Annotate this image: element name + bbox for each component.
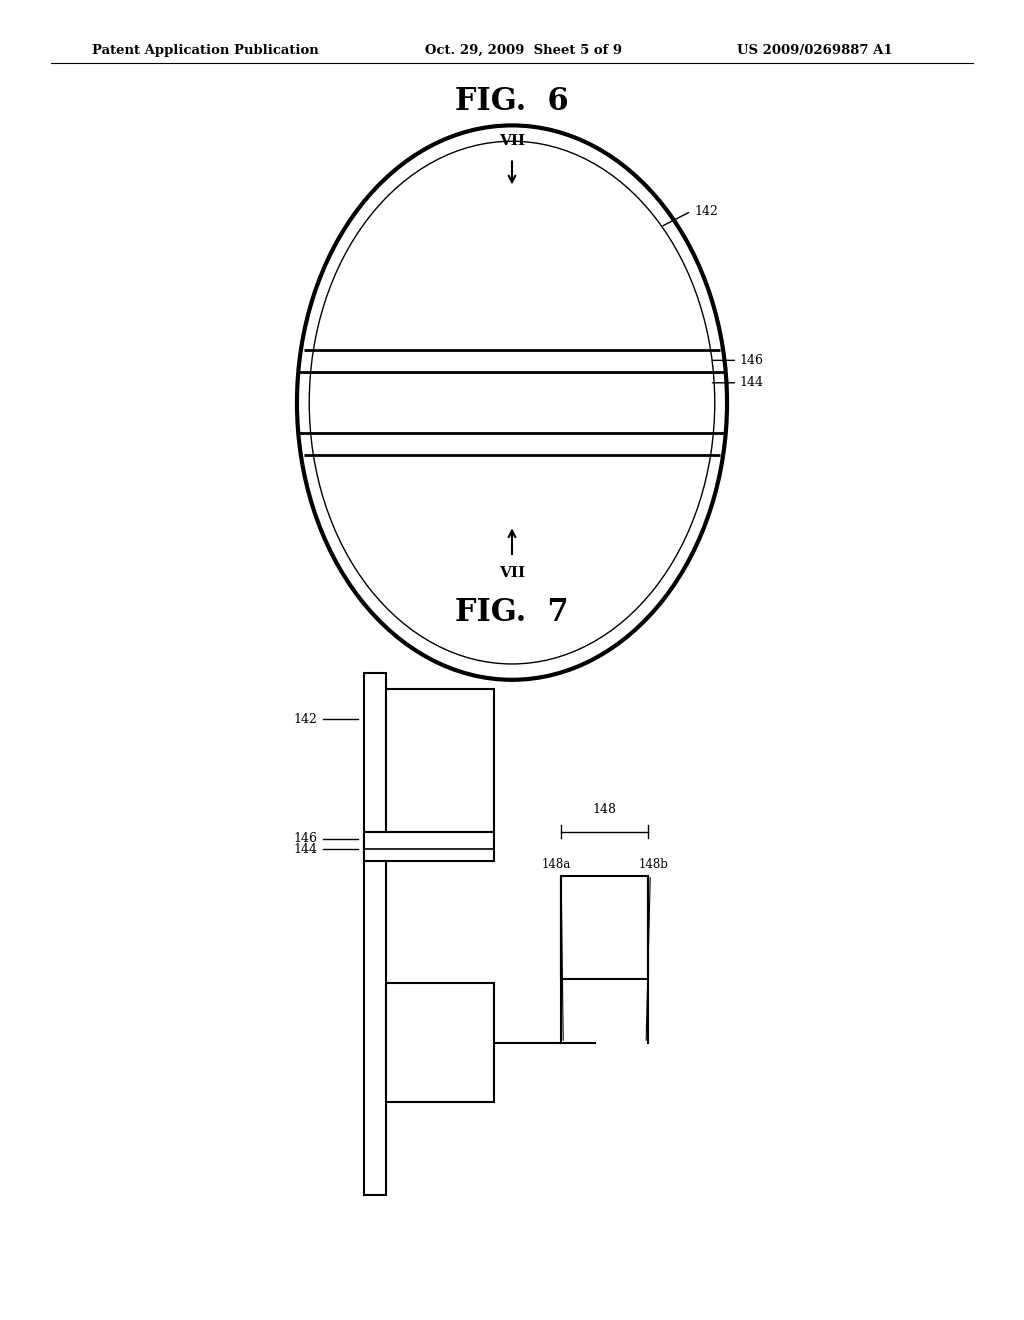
Bar bbox=[386, 983, 494, 1102]
Text: FIG.  7: FIG. 7 bbox=[456, 597, 568, 628]
Text: 148b: 148b bbox=[638, 858, 669, 871]
Text: 146: 146 bbox=[739, 354, 763, 367]
Text: VII: VII bbox=[499, 135, 525, 148]
Text: VII: VII bbox=[499, 566, 525, 579]
Text: 146: 146 bbox=[294, 833, 317, 845]
Bar bbox=[386, 689, 494, 832]
Text: FIG.  6: FIG. 6 bbox=[456, 86, 568, 117]
Text: 148a: 148a bbox=[542, 858, 570, 871]
Bar bbox=[364, 832, 494, 861]
Text: Patent Application Publication: Patent Application Publication bbox=[92, 44, 318, 57]
Text: 144: 144 bbox=[294, 842, 317, 855]
Bar bbox=[364, 673, 386, 1195]
Text: 148: 148 bbox=[593, 803, 616, 816]
Text: 142: 142 bbox=[294, 713, 317, 726]
Text: 142: 142 bbox=[694, 205, 718, 218]
Text: 144: 144 bbox=[739, 376, 763, 389]
Text: Oct. 29, 2009  Sheet 5 of 9: Oct. 29, 2009 Sheet 5 of 9 bbox=[425, 44, 623, 57]
Bar bbox=[561, 876, 648, 979]
Text: US 2009/0269887 A1: US 2009/0269887 A1 bbox=[737, 44, 893, 57]
